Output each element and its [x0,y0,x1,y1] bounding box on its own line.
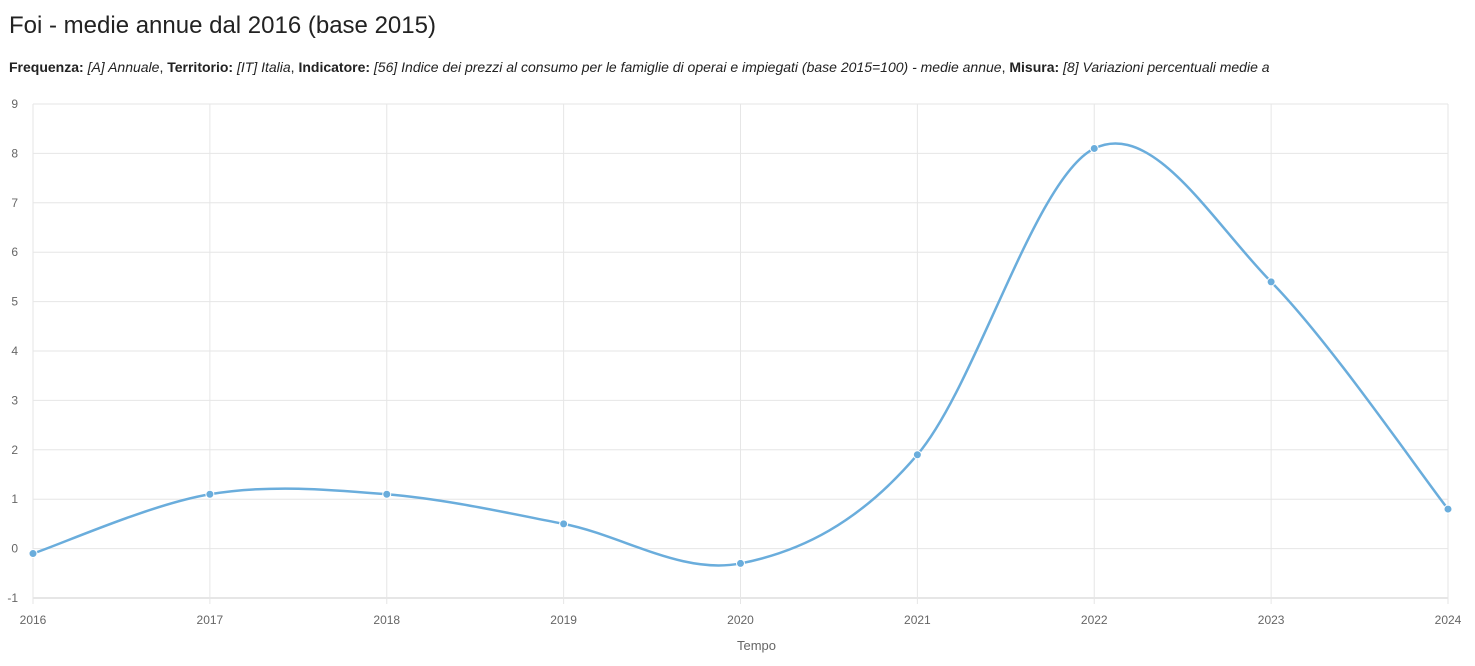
chart-subtitle: Frequenza: [A] Annuale, Territorio: [IT]… [9,59,1270,75]
x-axis-title: Tempo [737,638,776,653]
data-point-2023[interactable] [1266,277,1276,287]
data-point-2017[interactable] [205,489,215,499]
x-tick-label: 2016 [20,613,47,627]
x-tick-label: 2020 [727,613,754,627]
x-tick-label: 2023 [1258,613,1285,627]
grid [32,103,1449,604]
series [28,142,1453,568]
y-tick-label: 6 [11,245,18,259]
x-tick-label: 2018 [373,613,400,627]
series-line [32,142,1449,567]
measure-label: Misura: [1009,59,1060,75]
x-tick-label: 2024 [1435,613,1462,627]
data-point-2019[interactable] [559,519,569,529]
y-axis-ticks: -1 0 1 2 3 4 5 6 7 8 9 [7,97,18,605]
data-point-2020[interactable] [736,558,745,568]
y-tick-label: 0 [11,542,18,556]
frequency-value: [A] Annuale [87,59,160,75]
indicator-label: Indicatore: [298,59,371,75]
x-tick-label: 2021 [904,613,931,627]
y-tick-label: 2 [11,443,18,457]
x-tick-label: 2019 [550,613,577,627]
indicator-value: [56] Indice dei prezzi al consumo per le… [373,59,1002,75]
territory-value: [IT] Italia [236,59,291,75]
y-tick-label: 9 [11,97,18,111]
data-point-2018[interactable] [382,489,392,499]
data-point-2022[interactable] [1089,143,1099,153]
y-tick-label: 5 [11,295,18,309]
data-point-2024[interactable] [1443,504,1453,514]
data-point-2021[interactable] [912,450,922,460]
y-tick-label: 3 [11,393,18,407]
y-tick-label: 1 [11,492,18,506]
measure-value: [8] Variazioni percentuali medie a [1063,59,1270,75]
x-axis-ticks: 2016 2017 2018 2019 2020 2021 2022 2023 2024 [20,613,1462,627]
y-tick-label: -1 [7,591,18,605]
frequency-label: Frequenza: [9,59,84,75]
x-tick-label: 2017 [197,613,224,627]
x-tick-label: 2022 [1081,613,1108,627]
chart-title: Foi - medie annue dal 2016 (base 2015) [9,12,436,39]
y-tick-label: 8 [11,146,18,160]
territory-label: Territorio: [167,59,234,75]
y-tick-label: 7 [11,196,18,210]
y-tick-label: 4 [11,344,18,358]
data-point-2016[interactable] [28,549,38,559]
